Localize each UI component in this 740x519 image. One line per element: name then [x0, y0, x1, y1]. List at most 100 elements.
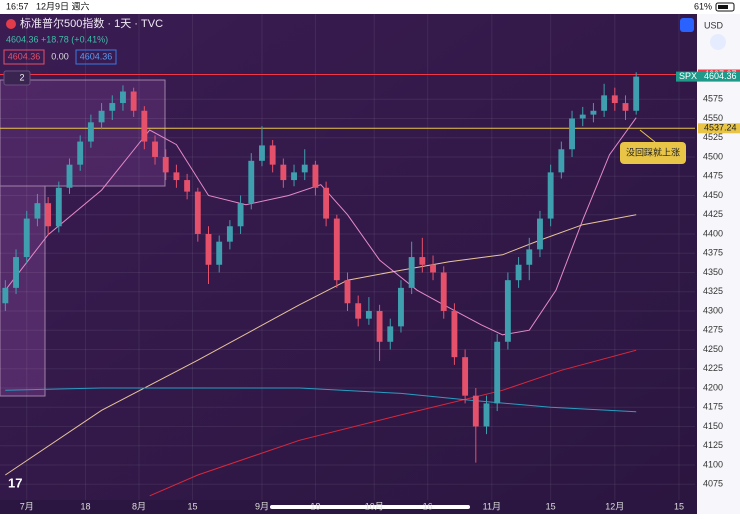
scale-button[interactable]: [710, 34, 726, 50]
candle-body: [622, 103, 629, 111]
y-tick-label: 4525: [703, 132, 723, 142]
candle-body: [237, 203, 244, 227]
candle-body: [259, 145, 265, 161]
price-axis: [697, 14, 740, 514]
candle-body: [184, 180, 191, 192]
candle-body: [87, 122, 94, 142]
candle-body: [408, 257, 415, 288]
candle-body: [558, 149, 565, 173]
candle-body: [120, 91, 126, 104]
buy-box[interactable]: [75, 49, 117, 65]
y-tick-label: 4100: [703, 459, 723, 469]
symbol[interactable]: 标准普尔500指数 · 1天 · TVC: [20, 16, 163, 30]
candle-body: [77, 141, 84, 165]
x-tick-label: 9月: [255, 501, 269, 511]
candle-body: [344, 280, 351, 304]
x-tick-label: 8月: [132, 501, 146, 511]
y-tick-label: 4475: [703, 171, 723, 181]
candle-body: [526, 249, 533, 265]
candle-body: [462, 357, 469, 396]
callout-pointer: [639, 129, 656, 143]
y-tick-label: 4550: [703, 113, 723, 123]
price-badge-label: 4537.24: [704, 123, 737, 133]
candle-body: [365, 310, 372, 319]
drawing-box: [0, 79, 166, 187]
y-tick-label: 4400: [703, 228, 723, 238]
y-tick-label: 4300: [703, 305, 723, 315]
candle-body: [109, 103, 116, 111]
candle-body: [333, 218, 340, 281]
x-tick-label: 15: [546, 501, 556, 511]
battery-icon: [715, 2, 735, 12]
y-tick-label: 4150: [703, 421, 723, 431]
x-tick-label: 15: [187, 501, 197, 511]
y-tick-label: 4200: [703, 382, 723, 392]
symbol-icon: [6, 19, 16, 29]
candle-body: [430, 264, 436, 273]
candle-body: [323, 187, 330, 219]
candle-body: [152, 141, 158, 157]
candle-body: [141, 110, 148, 142]
candle-body: [601, 95, 608, 111]
buy-price[interactable]: 4604.36: [80, 51, 113, 61]
y-tick-label: 4275: [703, 325, 723, 335]
y-tick-label: 4425: [703, 209, 723, 219]
candle-body: [419, 257, 426, 265]
candle-body: [398, 287, 404, 327]
y-tick-label: 4325: [703, 286, 723, 296]
moving-average: [5, 214, 637, 476]
candle-body: [472, 395, 479, 427]
plot-background: [0, 14, 697, 500]
y-tick-label: 4225: [703, 363, 723, 373]
last-price-value: 4604.36: [704, 71, 737, 81]
y-tick-label: 4350: [703, 267, 723, 277]
x-tick-label: 7月: [20, 501, 34, 511]
candle-body: [248, 160, 255, 204]
candle-body: [13, 257, 19, 288]
y-tick-label: 4175: [703, 402, 723, 412]
candle-body: [611, 95, 618, 104]
y-tick-label: 4375: [703, 248, 723, 258]
status-date: 12月9日 週六: [36, 0, 90, 11]
sell-box[interactable]: [3, 49, 45, 65]
candle-body: [590, 110, 597, 115]
sell-price[interactable]: 4604.36: [8, 51, 41, 61]
candle-body: [547, 172, 554, 219]
quote: 4604.36 +18.78 (+0.41%): [6, 34, 108, 44]
candle-body: [45, 203, 52, 227]
indicator-count[interactable]: 2: [19, 72, 24, 82]
menu-button[interactable]: [680, 18, 694, 32]
currency[interactable]: USD: [704, 20, 724, 30]
y-tick-label: 4450: [703, 190, 723, 200]
candle-body: [205, 233, 212, 265]
candle-body: [440, 272, 447, 311]
y-tick-label: 4075: [703, 479, 723, 489]
candle-body: [291, 172, 297, 181]
candle-body: [23, 218, 30, 258]
moving-average: [5, 387, 637, 413]
candle-body: [194, 191, 201, 234]
candle-body: [376, 310, 383, 342]
candle-body: [216, 241, 223, 265]
candle-body: [451, 310, 458, 358]
x-tick-label: 10月: [365, 501, 384, 511]
logo: 17: [8, 475, 22, 490]
status-time: 16:57: [6, 1, 29, 11]
annotation: 没回踩就上涨: [626, 146, 680, 157]
x-tick-label: 15: [674, 501, 684, 511]
candle-body: [483, 403, 490, 427]
x-tick-label: 18: [81, 501, 91, 511]
indicator-toggle[interactable]: [3, 70, 31, 86]
moving-average: [149, 349, 637, 497]
candle-body: [162, 156, 169, 173]
candle-body: [579, 114, 586, 119]
y-tick-label: 4250: [703, 344, 723, 354]
moving-average: [4, 117, 637, 336]
candle-body: [569, 118, 575, 150]
y-tick-label: 4500: [703, 151, 723, 161]
status-bar: [0, 0, 740, 14]
candle-body: [226, 226, 233, 242]
x-tick-label: 12月: [605, 501, 624, 511]
candle-body: [355, 303, 362, 319]
